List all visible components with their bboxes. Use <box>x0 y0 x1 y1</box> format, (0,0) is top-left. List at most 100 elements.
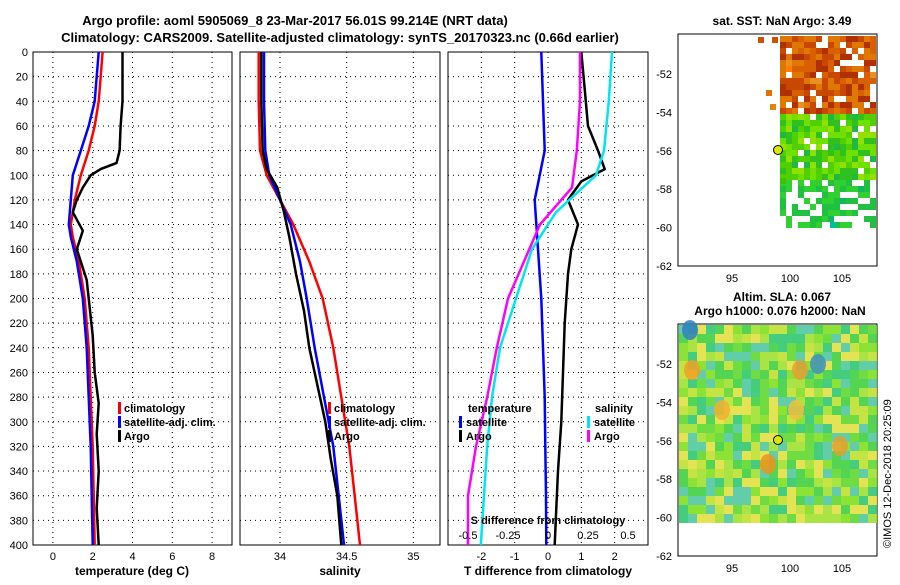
sla-cell <box>814 487 823 496</box>
sla-cell <box>760 352 769 361</box>
sst-cell <box>810 168 816 174</box>
depth-tick-label: 120 <box>10 195 28 207</box>
sla-map <box>677 320 878 557</box>
sla-cell <box>769 442 778 451</box>
sla-cell <box>751 469 760 478</box>
sla-cell <box>859 361 868 370</box>
sst-cell <box>828 120 834 126</box>
sst-cell <box>816 198 822 204</box>
sla-cell <box>733 397 742 406</box>
sst-cell <box>816 120 822 126</box>
sla-cell <box>724 460 733 469</box>
sla-cell <box>769 397 778 406</box>
sst-cell <box>864 96 870 102</box>
sst-cell <box>834 198 840 204</box>
sst-cell <box>804 48 810 54</box>
sst-cell <box>852 66 858 72</box>
sst-cell <box>786 60 792 66</box>
sst-cell <box>792 156 798 162</box>
sla-cell <box>706 505 715 514</box>
sla-cell <box>823 388 832 397</box>
sst-cell <box>786 156 792 162</box>
sla-cell <box>787 469 796 478</box>
sla-cell <box>778 379 787 388</box>
map-y-tick-label: -52 <box>656 69 672 81</box>
sla-cell <box>679 397 688 406</box>
sla-cell <box>778 433 787 442</box>
sla-cell <box>733 388 742 397</box>
sla-cell <box>832 424 841 433</box>
sla-cell <box>805 325 814 334</box>
sla-cell <box>841 334 850 343</box>
sst-cell <box>780 42 786 48</box>
sst-cell <box>786 168 792 174</box>
legend-argo-t: Argo <box>124 431 150 443</box>
sst-cell <box>810 150 816 156</box>
sla-cell <box>859 433 868 442</box>
sst-cell <box>846 108 852 114</box>
map-y-tick-label: -58 <box>656 474 672 486</box>
sst-cell <box>780 90 786 96</box>
sst-cell <box>822 138 828 144</box>
sst-cell <box>804 72 810 78</box>
sla-cell <box>688 496 697 505</box>
series-line-climatology <box>257 52 362 546</box>
sla-cell <box>733 496 742 505</box>
depth-tick-label: 240 <box>10 343 28 355</box>
sst-cell <box>816 84 822 90</box>
figure-title-line2: Climatology: CARS2009. Satellite-adjuste… <box>61 30 619 45</box>
sla-cell <box>823 478 832 487</box>
sla-cell <box>796 451 805 460</box>
sla-cell <box>742 334 751 343</box>
sst-cell <box>870 174 876 180</box>
map-y-tick-label: -56 <box>656 146 672 158</box>
sst-cell <box>816 90 822 96</box>
sst-cell <box>798 102 804 108</box>
sst-cell <box>846 54 852 60</box>
sla-cell <box>679 370 688 379</box>
sla-cell <box>805 505 814 514</box>
sla-cell <box>823 361 832 370</box>
sla-cell <box>787 442 796 451</box>
sst-cell <box>780 36 786 42</box>
sla-cell <box>769 352 778 361</box>
sst-cell <box>846 72 852 78</box>
sla-cell <box>742 451 751 460</box>
sst-cell <box>828 132 834 138</box>
sst-cell <box>810 216 816 222</box>
sla-cell <box>724 379 733 388</box>
sla-cell <box>841 397 850 406</box>
sst-cell <box>840 168 846 174</box>
sla-cell <box>841 406 850 415</box>
sst-cell <box>858 192 864 198</box>
sla-cell <box>679 478 688 487</box>
sla-cell <box>769 469 778 478</box>
sst-cell <box>864 174 870 180</box>
sst-cell <box>828 210 834 216</box>
sst-cell <box>828 180 834 186</box>
sst-cell <box>834 54 840 60</box>
sla-cell <box>769 478 778 487</box>
sst-cell <box>780 198 786 204</box>
sla-cell <box>679 433 688 442</box>
sla-cell <box>751 325 760 334</box>
sst-cell <box>834 36 840 42</box>
sla-cell <box>778 406 787 415</box>
sst-cell <box>846 180 852 186</box>
sst-cell <box>766 90 772 96</box>
sst-cell <box>786 120 792 126</box>
sst-cell <box>834 222 840 228</box>
sla-cell <box>724 352 733 361</box>
sla-cell <box>733 460 742 469</box>
sst-cell <box>792 78 798 84</box>
x-tick-label: 8 <box>209 551 215 563</box>
sla-cell <box>688 478 697 487</box>
legend-satellite-t: satellite-adj. clim. <box>124 417 216 429</box>
sst-cell <box>816 132 822 138</box>
sla-cell <box>742 478 751 487</box>
sla-cell <box>823 415 832 424</box>
sla-cell <box>760 379 769 388</box>
sst-cell <box>834 204 840 210</box>
depth-tick-label: 40 <box>16 96 28 108</box>
sst-cell <box>852 84 858 90</box>
